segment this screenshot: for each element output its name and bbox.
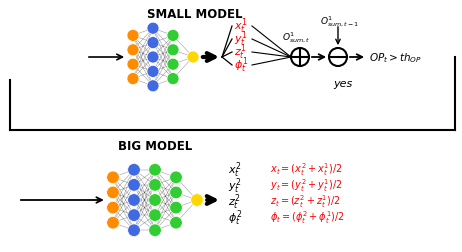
- Text: $z^1_t$: $z^1_t$: [234, 42, 247, 62]
- Circle shape: [170, 216, 182, 229]
- Circle shape: [128, 194, 140, 206]
- Circle shape: [149, 179, 161, 191]
- Text: $O^1_{sum,t-1}$: $O^1_{sum,t-1}$: [320, 14, 360, 29]
- Circle shape: [147, 66, 159, 77]
- Text: $\phi^1_t$: $\phi^1_t$: [234, 55, 249, 75]
- Circle shape: [128, 164, 140, 176]
- Circle shape: [149, 209, 161, 222]
- Circle shape: [107, 216, 119, 229]
- Circle shape: [170, 186, 182, 199]
- Circle shape: [147, 51, 159, 63]
- Circle shape: [170, 201, 182, 214]
- Circle shape: [147, 22, 159, 34]
- Circle shape: [191, 194, 203, 206]
- Text: $\phi_t = (\phi^2_t + \phi^1_t) / 2$: $\phi_t = (\phi^2_t + \phi^1_t) / 2$: [270, 210, 345, 226]
- Circle shape: [127, 44, 139, 56]
- Text: $z^2_t$: $z^2_t$: [228, 192, 241, 212]
- Circle shape: [149, 194, 161, 206]
- Circle shape: [127, 58, 139, 70]
- Text: $x_t = (x^2_t + x^1_t) / 2$: $x_t = (x^2_t + x^1_t) / 2$: [270, 162, 342, 178]
- Circle shape: [107, 201, 119, 214]
- Text: $OP_t > th_{OP}$: $OP_t > th_{OP}$: [369, 51, 422, 65]
- Circle shape: [149, 224, 161, 237]
- Circle shape: [147, 37, 159, 49]
- Text: $O^1_{sum,t}$: $O^1_{sum,t}$: [282, 30, 310, 45]
- Circle shape: [291, 48, 309, 66]
- Text: BIG MODEL: BIG MODEL: [118, 140, 192, 153]
- Circle shape: [107, 171, 119, 184]
- Circle shape: [329, 48, 347, 66]
- Text: $y^1_t$: $y^1_t$: [234, 29, 248, 49]
- Circle shape: [167, 44, 179, 56]
- Circle shape: [107, 186, 119, 199]
- Circle shape: [128, 179, 140, 191]
- Circle shape: [147, 80, 159, 92]
- Circle shape: [167, 73, 179, 85]
- Circle shape: [149, 164, 161, 176]
- Text: $x^1_t$: $x^1_t$: [234, 16, 248, 36]
- Circle shape: [167, 29, 179, 41]
- Circle shape: [127, 73, 139, 85]
- Circle shape: [128, 224, 140, 237]
- Text: $y_t = (y^2_t + y^1_t) / 2$: $y_t = (y^2_t + y^1_t) / 2$: [270, 178, 342, 194]
- Circle shape: [128, 209, 140, 222]
- Text: SMALL MODEL: SMALL MODEL: [147, 8, 243, 21]
- Text: yes: yes: [334, 79, 353, 89]
- Text: $x^2_t$: $x^2_t$: [228, 160, 242, 180]
- Text: $\phi^2_t$: $\phi^2_t$: [228, 208, 242, 228]
- Circle shape: [127, 29, 139, 41]
- Text: $z_t = (z^2_t + z^1_t) / 2$: $z_t = (z^2_t + z^1_t) / 2$: [270, 194, 340, 210]
- Text: $y^2_t$: $y^2_t$: [228, 176, 242, 196]
- Circle shape: [170, 171, 182, 184]
- Circle shape: [187, 51, 199, 63]
- Circle shape: [167, 58, 179, 70]
